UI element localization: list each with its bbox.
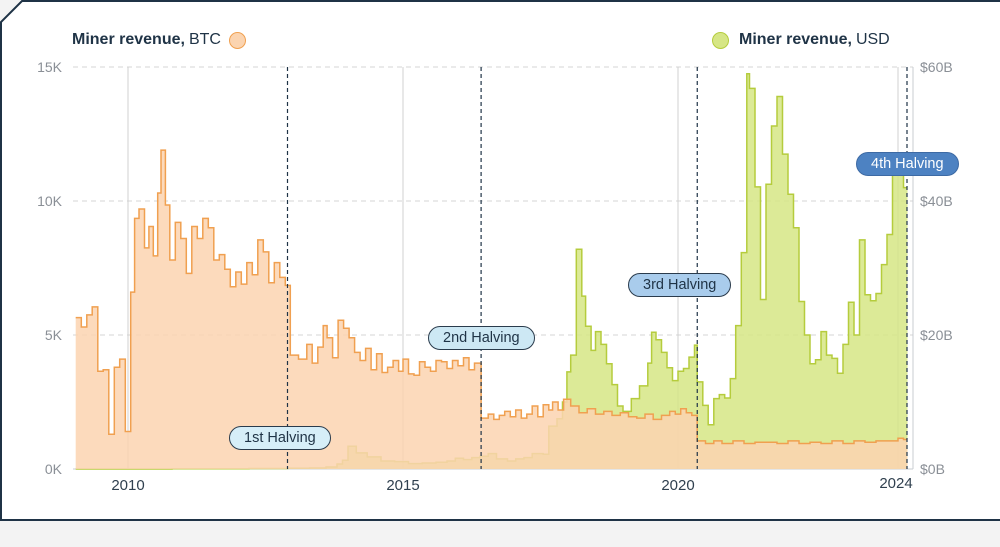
halving-label-3: 3rd Halving	[628, 273, 732, 297]
x-tick: 2020	[661, 477, 695, 494]
series-btc-line	[75, 149, 908, 445]
y-left-tick: 15K	[37, 59, 62, 75]
halving-label-2: 2nd Halving	[428, 326, 535, 350]
legend-usd-unit: USD	[855, 31, 890, 48]
legend-usd-swatch	[712, 31, 729, 49]
y-left-tick: 10K	[37, 193, 62, 209]
chart-card: Miner revenue, BTC Miner revenue, USD 15…	[0, 0, 1000, 521]
chart-canvas	[0, 0, 1000, 521]
legend-btc-label: Miner revenue,	[72, 31, 185, 48]
card-border	[0, 0, 1000, 521]
x-tick: 2024	[879, 475, 913, 492]
series-usd-area	[75, 73, 908, 469]
legend-usd-label: Miner revenue,	[739, 31, 852, 48]
y-right-tick: $20B	[920, 327, 953, 343]
halving-label-1: 1st Halving	[229, 426, 331, 450]
y-right-tick: $40B	[920, 193, 953, 209]
legend-btc-swatch	[228, 31, 246, 49]
legend-btc-unit: BTC	[188, 31, 221, 48]
y-left-tick: 5K	[44, 327, 62, 343]
halving-lines	[286, 67, 908, 469]
legend-btc: Miner revenue, BTC	[72, 31, 246, 49]
y-left-tick: 0K	[44, 461, 62, 477]
series-btc-area	[75, 150, 908, 469]
x-tick: 2010	[111, 477, 145, 494]
halving-label-4: 4th Halving	[856, 152, 959, 176]
series-btc-layer	[75, 149, 908, 469]
y-right-tick: $0B	[920, 461, 945, 477]
legend-usd: Miner revenue, USD	[712, 31, 890, 49]
x-tick: 2015	[386, 477, 420, 494]
y-right-tick: $60B	[920, 59, 953, 75]
